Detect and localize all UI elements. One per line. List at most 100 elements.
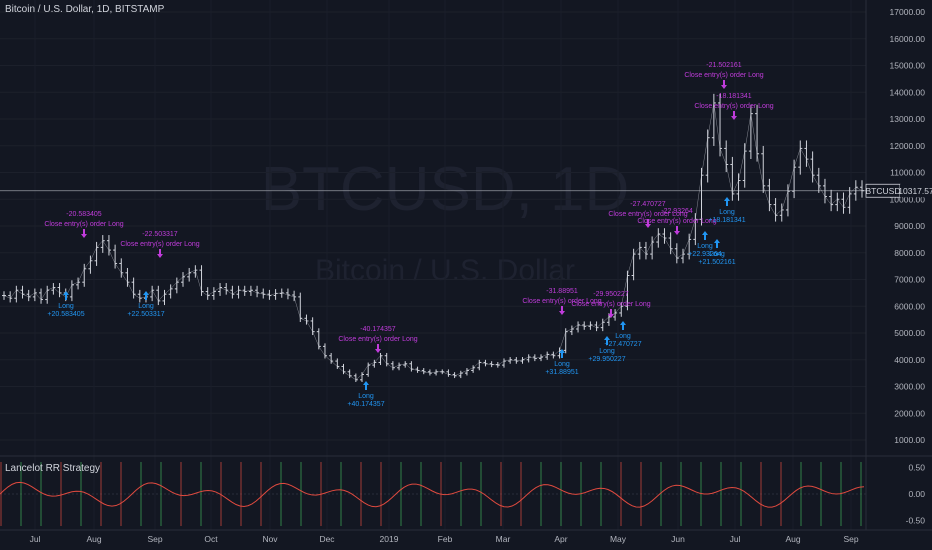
oscillator-axis[interactable]: 0.50 0.00 -0.50 <box>906 462 926 525</box>
entry-value: +18.181341 <box>708 217 745 224</box>
exit-value: -40.174357 <box>360 326 396 333</box>
close-exit-arrow-icon <box>645 219 651 228</box>
close-exit-arrow-icon <box>674 226 680 235</box>
exit-value: -27.470727 <box>630 201 666 208</box>
time-tick-label: Oct <box>204 534 218 544</box>
price-tick-label: 8000.00 <box>894 248 925 258</box>
oscillator-bar <box>260 462 262 526</box>
entry-label: Long <box>719 209 735 216</box>
oscillator-bar <box>660 462 662 526</box>
oscillator-line <box>0 481 865 508</box>
oscillator-bar <box>820 462 822 526</box>
entry-label: Long <box>697 243 713 250</box>
entry-value: +20.583405 <box>47 311 84 318</box>
oscillator-bar <box>400 462 402 526</box>
time-tick-label: Aug <box>785 534 800 544</box>
oscillator-bar <box>720 462 722 526</box>
price-tick-label: 2000.00 <box>894 408 925 418</box>
oscillator-bar <box>60 462 62 526</box>
grid <box>0 0 866 530</box>
oscillator-bar <box>800 462 802 526</box>
symbol-header[interactable]: Bitcoin / U.S. Dollar, 1D, BITSTAMP <box>5 4 165 15</box>
close-exit-arrow-icon <box>608 309 614 318</box>
trade-7[interactable]: Long+22.93264 -22.93264 Close entry(s) ord… <box>637 208 721 258</box>
oscillator-bar <box>80 462 82 526</box>
time-tick-label: May <box>610 534 627 544</box>
exit-label: Close entry(s) order Long <box>694 103 773 110</box>
last-price-tag: BTCUSD 10317.57 <box>866 183 932 198</box>
exit-label: Close entry(s) order Long <box>522 298 601 305</box>
entry-label: Long <box>358 393 374 400</box>
long-entry-arrow-icon <box>63 291 69 300</box>
oscillator-bar <box>620 462 622 526</box>
oscillator-bar <box>460 462 462 526</box>
long-entry-arrow-icon <box>363 381 369 390</box>
exit-label: Close entry(s) order Long <box>608 211 687 218</box>
oscillator-bar <box>140 462 142 526</box>
entry-value: +29.950227 <box>588 356 625 363</box>
close-exit-arrow-icon <box>721 80 727 89</box>
long-entry-arrow-icon <box>604 336 610 345</box>
time-tick-label: Mar <box>496 534 511 544</box>
price-tick-label: 14000.00 <box>890 87 926 97</box>
price-tag-value-box <box>900 184 932 198</box>
price-axis[interactable]: 17000.00 16000.00 15000.00 14000.00 13000.00… <box>890 7 926 445</box>
time-tick-label: Dec <box>319 534 335 544</box>
trade-1[interactable]: Long+20.583405 -20.583405 Close entry(s) o… <box>44 211 123 318</box>
oscillator-bar <box>740 462 742 526</box>
time-tick-label: Nov <box>262 534 278 544</box>
oscillator-tick-label: 0.50 <box>908 462 925 472</box>
trade-6[interactable]: Long+27.470727 -27.470727 Close entry(s) o… <box>604 201 687 348</box>
trade-9[interactable]: Long+18.181341 -18.181341 Close entry(s) o… <box>694 93 773 224</box>
exit-value: -29.950227 <box>593 291 629 298</box>
oscillator-bar <box>420 462 422 526</box>
price-tick-label: 16000.00 <box>890 34 926 44</box>
close-exit-arrow-icon <box>559 306 565 315</box>
price-tick-label: 12000.00 <box>890 141 926 151</box>
price-tick-label: 11000.00 <box>890 168 925 178</box>
price-tick-label: 9000.00 <box>894 221 925 231</box>
exit-value: -21.502161 <box>706 62 742 69</box>
trade-3[interactable]: Long+40.174357 -40.174357 Close entry(s) o… <box>338 326 417 408</box>
entry-value: +31.88951 <box>545 369 578 376</box>
long-entry-arrow-icon <box>714 239 720 248</box>
exit-value: -22.93264 <box>661 208 693 215</box>
oscillator-bar <box>220 462 222 526</box>
entry-value: +22.503317 <box>127 311 164 318</box>
long-entry-arrow-icon <box>702 231 708 240</box>
trade-4[interactable]: Long+31.88951 -31.88951 Close entry(s) ord… <box>522 288 601 376</box>
oscillator-bar <box>640 462 642 526</box>
time-tick-label: Jun <box>671 534 685 544</box>
oscillator-bar <box>300 462 302 526</box>
price-tick-label: 10000.00 <box>890 194 926 204</box>
exit-label: Close entry(s) order Long <box>338 336 417 343</box>
oscillator-bar <box>160 462 162 526</box>
exit-label: Close entry(s) order Long <box>637 218 716 225</box>
oscillator-bar <box>180 462 182 526</box>
price-tick-label: 7000.00 <box>894 275 925 285</box>
entry-label: Long <box>138 303 154 310</box>
long-entry-arrow-icon <box>620 321 626 330</box>
time-axis[interactable]: Jul Aug Sep Oct Nov Dec 2019 Feb Mar Apr May Jun Jul… <box>30 534 859 544</box>
price-tag-symbol: BTCUSD <box>866 186 901 196</box>
oscillator-bar <box>240 462 242 526</box>
price-tick-label: 5000.00 <box>894 328 925 338</box>
entry-label: Long <box>615 333 631 340</box>
oscillator-bar <box>120 462 122 526</box>
oscillator-bar <box>20 462 22 526</box>
long-entry-arrow-icon <box>143 291 149 300</box>
oscillator-bar <box>40 462 42 526</box>
entry-label: Long <box>599 348 615 355</box>
indicator-title[interactable]: Lancelot RR Strategy <box>5 463 101 474</box>
close-exit-arrow-icon <box>731 111 737 120</box>
entry-label: Long <box>709 251 725 258</box>
price-tag-value: 10317.57 <box>898 186 932 196</box>
oscillator-bar <box>480 462 482 526</box>
trade-2[interactable]: Long+22.503317 -22.503317 Close entry(s) o… <box>120 231 199 318</box>
entry-value: +21.502161 <box>698 259 735 266</box>
entry-value: +40.174357 <box>347 401 384 408</box>
